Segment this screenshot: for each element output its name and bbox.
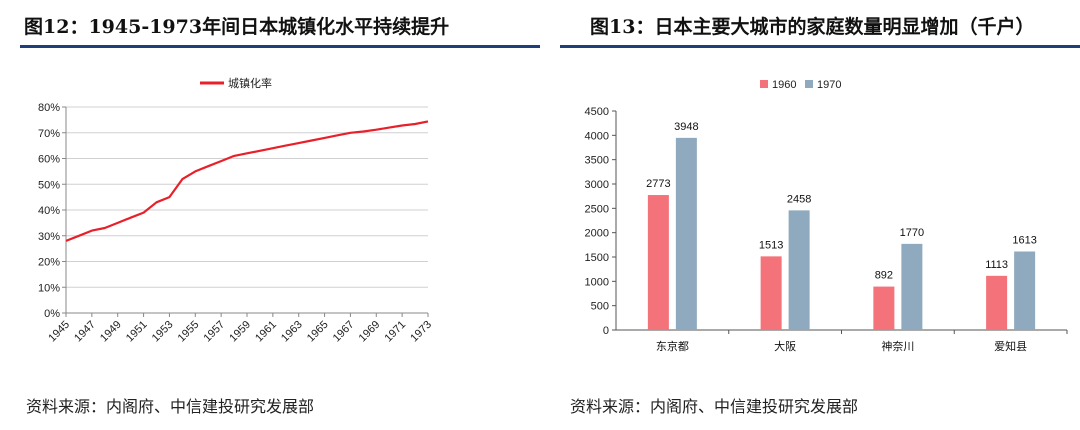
data-label-1970: 1613 bbox=[1012, 235, 1036, 247]
bar-1960 bbox=[986, 275, 1008, 330]
x-tick-label: 1957 bbox=[201, 319, 227, 345]
x-tick-label: 1945 bbox=[46, 319, 72, 345]
bar-1970 bbox=[675, 137, 697, 330]
y-tick-label: 60% bbox=[38, 154, 60, 166]
bar-1960 bbox=[873, 286, 895, 330]
figure-13-title: 图13：日本主要大城市的家庭数量明显增加（千户） bbox=[590, 16, 1035, 38]
title-divider bbox=[20, 45, 540, 48]
y-tick-label: 500 bbox=[591, 301, 609, 313]
category-label: 东京都 bbox=[656, 339, 689, 353]
data-label-1960: 1513 bbox=[759, 239, 783, 251]
data-label-1960: 1113 bbox=[985, 259, 1008, 271]
legend-label-1960: 1960 bbox=[772, 79, 796, 91]
y-tick-label: 4500 bbox=[585, 106, 609, 118]
x-tick-label: 1955 bbox=[176, 319, 202, 345]
x-tick-label: 1949 bbox=[98, 319, 124, 345]
x-tick-label: 1973 bbox=[408, 319, 434, 345]
data-label-1970: 1770 bbox=[900, 227, 924, 239]
households-bar-chart: 0 500 1000 1500 2000 2500 3000 3500 4000 4500 东京都 2… bbox=[585, 79, 1068, 353]
figure-12-title: 图12：1945-1973年间日本城镇化水平持续提升 bbox=[24, 16, 450, 38]
legend-swatch-1960 bbox=[760, 80, 768, 88]
data-label-1970: 3948 bbox=[674, 121, 698, 133]
data-label-1970: 2458 bbox=[787, 193, 811, 205]
y-tick-label: 1000 bbox=[585, 276, 609, 288]
y-tick-label: 50% bbox=[38, 179, 60, 191]
y-tick-label: 20% bbox=[38, 257, 60, 269]
x-tick-label: 1953 bbox=[150, 319, 176, 345]
bar-1970 bbox=[1014, 251, 1036, 330]
y-tick-label: 4000 bbox=[585, 130, 609, 142]
y-tick-label: 2500 bbox=[585, 203, 609, 215]
y-tick-label: 1500 bbox=[585, 252, 609, 264]
x-tick-label: 1969 bbox=[357, 319, 383, 345]
category-label: 大阪 bbox=[774, 339, 796, 353]
bar-1960 bbox=[760, 256, 782, 330]
y-tick-label: 0 bbox=[603, 325, 609, 337]
y-tick-label: 30% bbox=[38, 231, 60, 243]
x-tick-label: 1965 bbox=[305, 319, 331, 345]
y-tick-label: 40% bbox=[38, 205, 60, 217]
x-tick-label: 1951 bbox=[124, 319, 150, 345]
title-divider bbox=[560, 45, 1080, 48]
y-tick-label: 0% bbox=[44, 308, 60, 320]
x-tick-label: 1947 bbox=[72, 319, 98, 345]
legend-swatch-1970 bbox=[805, 80, 813, 88]
figure-12-source: 资料来源：内阁府、中信建投研究发展部 bbox=[26, 397, 315, 416]
urbanization-line-chart: 0%10%20%30%40%50%60%70%80%1945 1947 1949 19… bbox=[38, 76, 434, 345]
x-tick-label: 1963 bbox=[279, 319, 305, 345]
x-tick-label: 1961 bbox=[253, 319, 279, 345]
left-figure: 图12：1945-1973年间日本城镇化水平持续提升 0% 10% 20% 30% 40… bbox=[20, 16, 540, 416]
y-tick-label: 10% bbox=[38, 282, 60, 294]
figure-13-source: 资料来源：内阁府、中信建投研究发展部 bbox=[570, 397, 859, 416]
data-label-1960: 2773 bbox=[646, 178, 670, 190]
right-figure: 图13：日本主要大城市的家庭数量明显增加（千户） 0 500 1000 1500 200… bbox=[560, 0, 1080, 430]
series-line-urbanization bbox=[65, 120, 429, 242]
x-tick-label: 1971 bbox=[382, 319, 408, 345]
legend-label-urbanization: 城镇化率 bbox=[228, 76, 272, 90]
y-tick-label: 3000 bbox=[585, 179, 609, 191]
y-tick-label: 70% bbox=[38, 128, 60, 140]
x-tick-label: 1967 bbox=[331, 319, 357, 345]
bar-1960 bbox=[647, 195, 669, 330]
bar-1970 bbox=[901, 243, 923, 330]
y-tick-label: 2000 bbox=[585, 228, 609, 240]
y-tick-label: 80% bbox=[38, 102, 60, 114]
category-label: 爱知县 bbox=[994, 339, 1027, 353]
data-label-1960: 892 bbox=[875, 270, 893, 282]
legend-label-1970: 1970 bbox=[817, 79, 841, 91]
x-tick-label: 1959 bbox=[227, 319, 253, 345]
y-tick-label: 3500 bbox=[585, 155, 609, 167]
category-label: 神奈川 bbox=[881, 339, 914, 353]
bar-1970 bbox=[788, 210, 810, 330]
